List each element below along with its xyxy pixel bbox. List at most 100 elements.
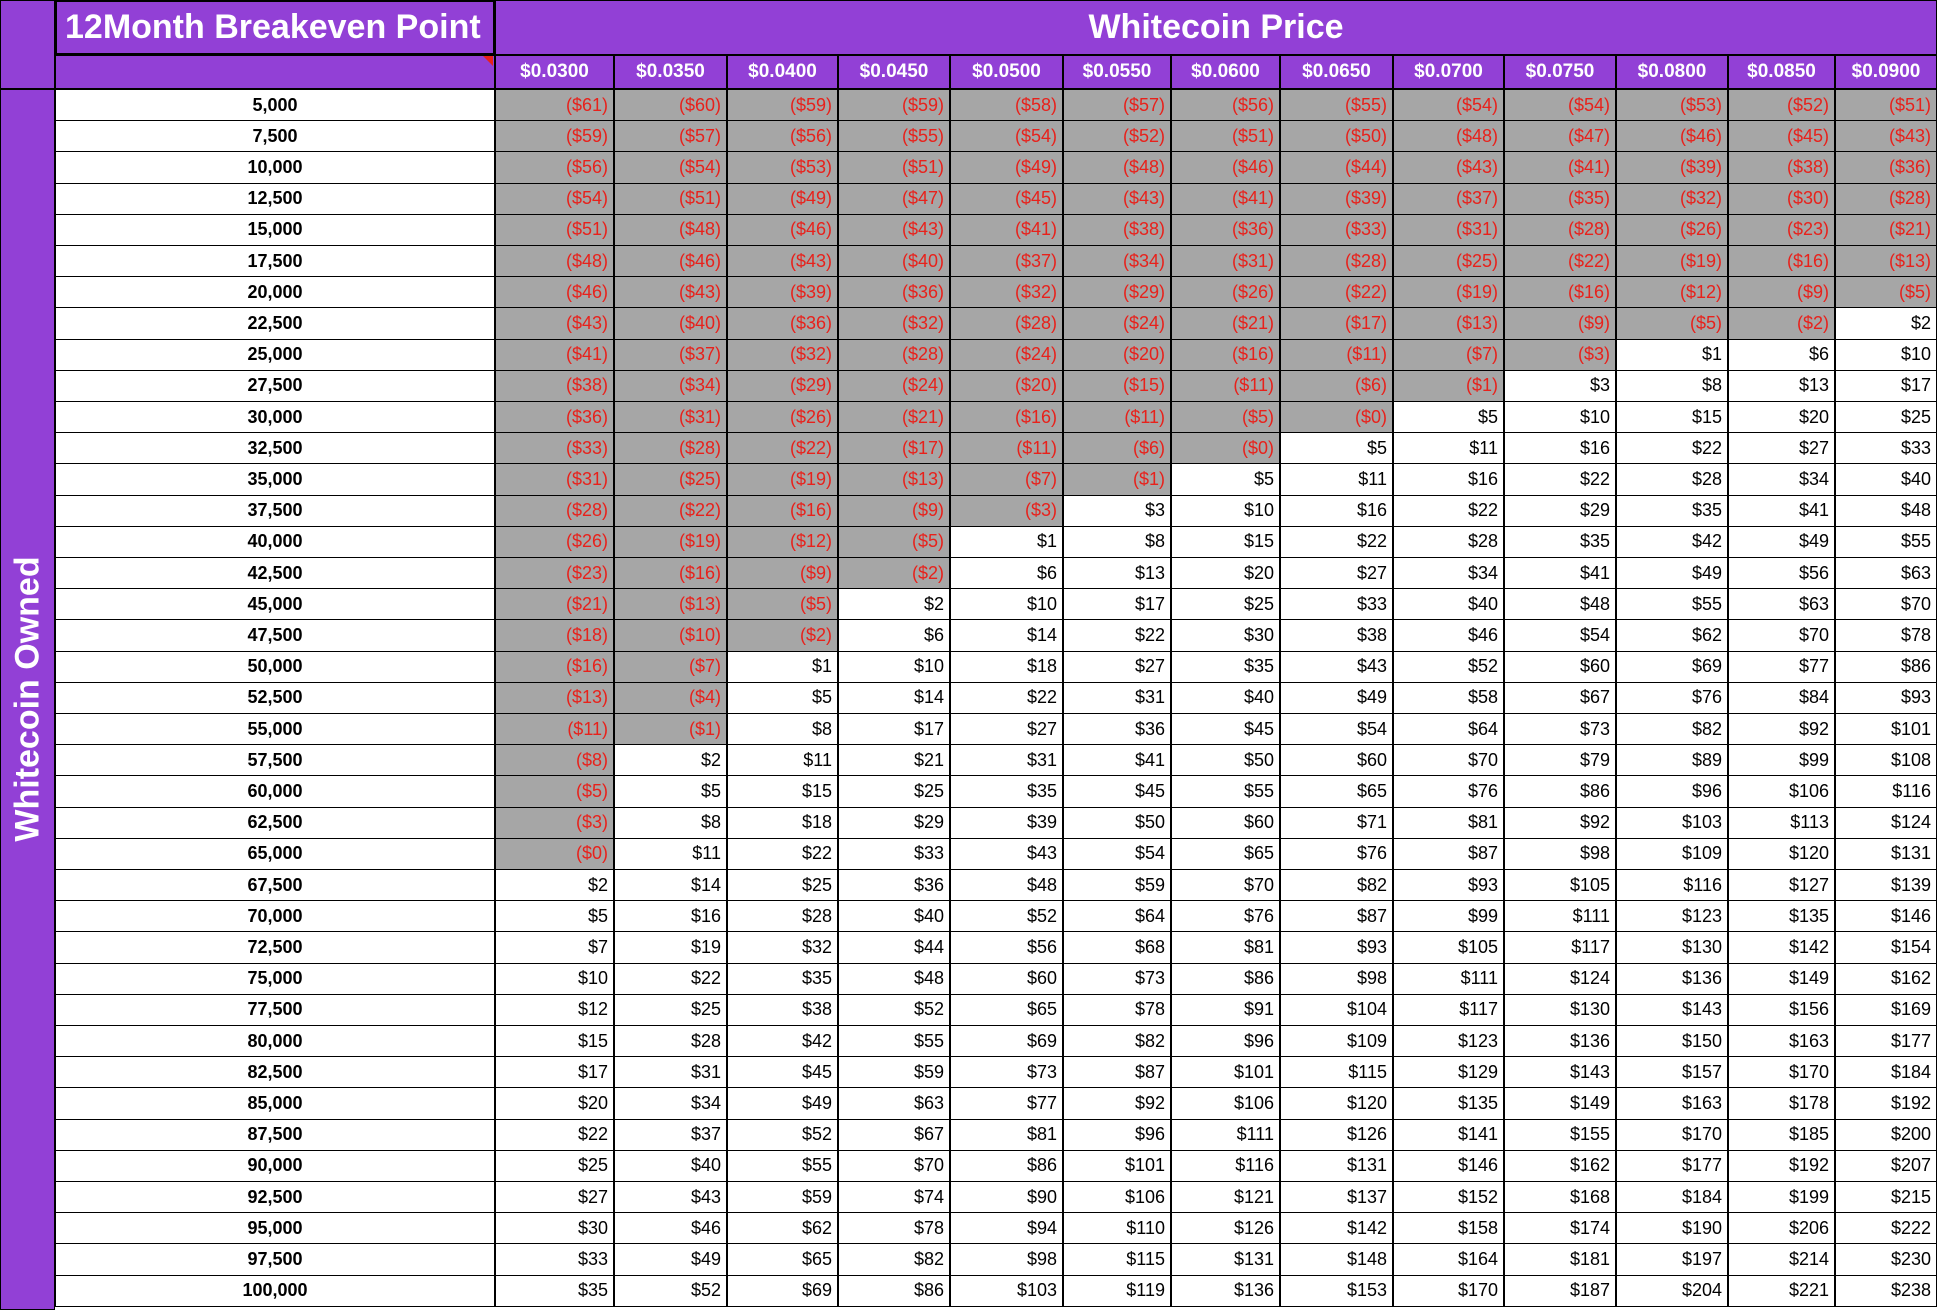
breakeven-value-cell[interactable]: $25 [727, 869, 838, 902]
breakeven-value-cell[interactable]: $153 [1280, 1274, 1393, 1307]
breakeven-value-cell[interactable]: $108 [1835, 744, 1937, 777]
breakeven-value-cell[interactable]: $5 [1393, 401, 1504, 434]
breakeven-value-cell[interactable]: ($32) [950, 276, 1063, 309]
breakeven-value-cell[interactable]: $13 [1063, 557, 1171, 590]
breakeven-value-cell[interactable]: ($23) [495, 557, 614, 590]
breakeven-value-cell[interactable]: $13 [1728, 369, 1835, 402]
breakeven-value-cell[interactable]: ($60) [614, 89, 727, 122]
breakeven-value-cell[interactable]: $94 [950, 1212, 1063, 1245]
breakeven-value-cell[interactable]: $60 [1171, 806, 1280, 839]
breakeven-value-cell[interactable]: $163 [1616, 1087, 1728, 1120]
breakeven-value-cell[interactable]: $5 [1280, 432, 1393, 465]
breakeven-value-cell[interactable]: $197 [1616, 1243, 1728, 1276]
breakeven-value-cell[interactable]: ($53) [1616, 89, 1728, 122]
corner-cell[interactable] [0, 0, 55, 89]
breakeven-value-cell[interactable]: $215 [1835, 1181, 1937, 1214]
breakeven-value-cell[interactable]: ($48) [495, 245, 614, 278]
breakeven-value-cell[interactable]: $58 [1393, 681, 1504, 714]
owned-amount-cell[interactable]: 10,000 [55, 151, 495, 184]
breakeven-value-cell[interactable]: ($37) [614, 338, 727, 371]
breakeven-value-cell[interactable]: $154 [1835, 931, 1937, 964]
breakeven-value-cell[interactable]: $174 [1504, 1212, 1616, 1245]
breakeven-value-cell[interactable]: ($1) [614, 713, 727, 746]
breakeven-value-cell[interactable]: $87 [1063, 1056, 1171, 1089]
breakeven-value-cell[interactable]: $73 [1504, 713, 1616, 746]
breakeven-value-cell[interactable]: $143 [1504, 1056, 1616, 1089]
breakeven-value-cell[interactable]: ($57) [614, 120, 727, 153]
breakeven-value-cell[interactable]: ($45) [950, 182, 1063, 215]
breakeven-value-cell[interactable]: $48 [950, 869, 1063, 902]
breakeven-value-cell[interactable]: $131 [1280, 1149, 1393, 1182]
breakeven-value-cell[interactable]: $106 [1728, 775, 1835, 808]
breakeven-value-cell[interactable]: $81 [950, 1118, 1063, 1151]
breakeven-value-cell[interactable]: ($32) [727, 338, 838, 371]
breakeven-value-cell[interactable]: $181 [1504, 1243, 1616, 1276]
owned-amount-cell[interactable]: 65,000 [55, 837, 495, 870]
breakeven-value-cell[interactable]: $49 [1616, 557, 1728, 590]
breakeven-value-cell[interactable]: $111 [1504, 900, 1616, 933]
breakeven-value-cell[interactable]: $35 [727, 962, 838, 995]
breakeven-value-cell[interactable]: $82 [838, 1243, 950, 1276]
breakeven-value-cell[interactable]: $52 [614, 1274, 727, 1307]
breakeven-value-cell[interactable]: $14 [950, 619, 1063, 652]
breakeven-value-cell[interactable]: $55 [1171, 775, 1280, 808]
breakeven-value-cell[interactable]: $84 [1728, 681, 1835, 714]
breakeven-value-cell[interactable]: $33 [1280, 588, 1393, 621]
breakeven-value-cell[interactable]: $98 [1504, 837, 1616, 870]
breakeven-value-cell[interactable]: $40 [1171, 681, 1280, 714]
breakeven-value-cell[interactable]: ($48) [1063, 151, 1171, 184]
owned-amount-cell[interactable]: 35,000 [55, 463, 495, 496]
breakeven-value-cell[interactable]: ($28) [838, 338, 950, 371]
breakeven-value-cell[interactable]: ($31) [495, 463, 614, 496]
breakeven-value-cell[interactable]: $163 [1728, 1025, 1835, 1058]
breakeven-value-cell[interactable]: ($51) [614, 182, 727, 215]
breakeven-value-cell[interactable]: ($2) [1728, 307, 1835, 340]
breakeven-value-cell[interactable]: $149 [1504, 1087, 1616, 1120]
price-header-cell[interactable]: $0.0500 [950, 55, 1063, 89]
breakeven-value-cell[interactable]: $11 [1393, 432, 1504, 465]
breakeven-value-cell[interactable]: $69 [1616, 650, 1728, 683]
breakeven-value-cell[interactable]: ($4) [614, 681, 727, 714]
breakeven-value-cell[interactable]: ($34) [1063, 245, 1171, 278]
breakeven-value-cell[interactable]: $1 [1616, 338, 1728, 371]
breakeven-value-cell[interactable]: $143 [1616, 993, 1728, 1026]
breakeven-value-cell[interactable]: $162 [1835, 962, 1937, 995]
owned-amount-cell[interactable]: 25,000 [55, 338, 495, 371]
breakeven-value-cell[interactable]: ($20) [1063, 338, 1171, 371]
breakeven-value-cell[interactable]: ($32) [838, 307, 950, 340]
breakeven-value-cell[interactable]: $120 [1280, 1087, 1393, 1120]
owned-amount-cell[interactable]: 70,000 [55, 900, 495, 933]
breakeven-value-cell[interactable]: ($12) [1616, 276, 1728, 309]
breakeven-value-cell[interactable]: $70 [1393, 744, 1504, 777]
breakeven-value-cell[interactable]: $25 [614, 993, 727, 1026]
breakeven-value-cell[interactable]: ($43) [1835, 120, 1937, 153]
breakeven-value-cell[interactable]: $192 [1835, 1087, 1937, 1120]
breakeven-value-cell[interactable]: $79 [1504, 744, 1616, 777]
breakeven-value-cell[interactable]: $63 [838, 1087, 950, 1120]
owned-amount-cell[interactable]: 82,500 [55, 1056, 495, 1089]
breakeven-value-cell[interactable]: ($41) [495, 338, 614, 371]
breakeven-value-cell[interactable]: $178 [1728, 1087, 1835, 1120]
breakeven-value-cell[interactable]: ($13) [838, 463, 950, 496]
breakeven-value-cell[interactable]: $45 [1063, 775, 1171, 808]
breakeven-value-cell[interactable]: $70 [1835, 588, 1937, 621]
breakeven-value-cell[interactable]: $54 [1504, 619, 1616, 652]
breakeven-value-cell[interactable]: ($48) [614, 213, 727, 246]
breakeven-value-cell[interactable]: $22 [495, 1118, 614, 1151]
breakeven-value-cell[interactable]: $157 [1616, 1056, 1728, 1089]
breakeven-value-cell[interactable]: $19 [614, 931, 727, 964]
breakeven-value-cell[interactable]: $192 [1728, 1149, 1835, 1182]
breakeven-value-cell[interactable]: $31 [614, 1056, 727, 1089]
breakeven-value-cell[interactable]: $117 [1504, 931, 1616, 964]
price-header-cell[interactable]: $0.0400 [727, 55, 838, 89]
breakeven-value-cell[interactable]: $20 [1171, 557, 1280, 590]
breakeven-value-cell[interactable]: $101 [1835, 713, 1937, 746]
breakeven-value-cell[interactable]: $35 [1616, 494, 1728, 527]
breakeven-value-cell[interactable]: $39 [950, 806, 1063, 839]
breakeven-value-cell[interactable]: $22 [614, 962, 727, 995]
breakeven-value-cell[interactable]: $48 [1504, 588, 1616, 621]
breakeven-value-cell[interactable]: ($36) [838, 276, 950, 309]
breakeven-value-cell[interactable]: $17 [838, 713, 950, 746]
breakeven-value-cell[interactable]: $139 [1835, 869, 1937, 902]
breakeven-value-cell[interactable]: $131 [1171, 1243, 1280, 1276]
